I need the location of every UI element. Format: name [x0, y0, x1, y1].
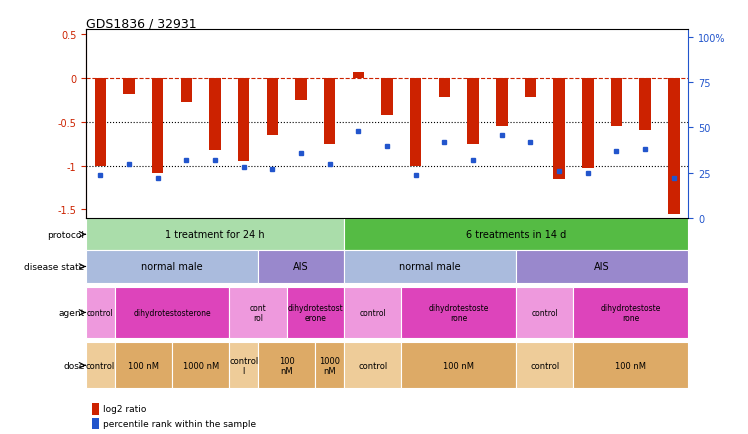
Bar: [344, 287, 402, 338]
Text: 100 nM: 100 nM: [616, 361, 646, 370]
Text: control: control: [86, 361, 115, 370]
Bar: [316, 342, 344, 388]
Bar: [554, 79, 565, 179]
Bar: [230, 287, 286, 338]
Bar: [123, 79, 135, 94]
Bar: [209, 79, 221, 151]
Bar: [92, 403, 99, 415]
Text: 1000
nM: 1000 nM: [319, 356, 340, 375]
Bar: [114, 342, 172, 388]
Bar: [610, 79, 622, 127]
Text: AIS: AIS: [293, 262, 309, 272]
Text: control: control: [531, 308, 558, 317]
Bar: [402, 342, 516, 388]
Text: control: control: [530, 361, 560, 370]
Bar: [295, 79, 307, 100]
Bar: [86, 342, 114, 388]
Text: 1 treatment for 24 h: 1 treatment for 24 h: [165, 230, 265, 240]
Bar: [152, 79, 163, 173]
Text: cont
rol: cont rol: [250, 303, 266, 322]
Bar: [324, 79, 336, 144]
Bar: [516, 287, 574, 338]
Bar: [114, 287, 230, 338]
Text: normal male: normal male: [141, 262, 203, 272]
Bar: [86, 287, 114, 338]
Bar: [230, 342, 258, 388]
Bar: [258, 251, 344, 283]
Bar: [353, 72, 364, 79]
Bar: [640, 79, 651, 131]
Bar: [172, 342, 230, 388]
Bar: [574, 287, 688, 338]
Text: 100
nM: 100 nM: [279, 356, 295, 375]
Bar: [86, 251, 258, 283]
Text: GDS1836 / 32931: GDS1836 / 32931: [86, 17, 197, 30]
Text: dihydrotestost
erone: dihydrotestost erone: [287, 303, 343, 322]
Bar: [94, 79, 106, 166]
Bar: [258, 342, 316, 388]
Bar: [468, 79, 479, 144]
Bar: [525, 79, 536, 98]
Bar: [92, 418, 99, 429]
Bar: [516, 251, 688, 283]
Bar: [344, 342, 402, 388]
Bar: [496, 79, 508, 127]
Bar: [181, 79, 192, 103]
Bar: [516, 342, 574, 388]
Text: normal male: normal male: [399, 262, 461, 272]
Bar: [410, 79, 422, 167]
Text: control: control: [359, 308, 386, 317]
Text: 1000 nM: 1000 nM: [183, 361, 219, 370]
Bar: [582, 79, 594, 169]
Bar: [86, 219, 344, 251]
Text: AIS: AIS: [595, 262, 610, 272]
Text: control: control: [87, 308, 114, 317]
Text: dihydrotestoste
rone: dihydrotestoste rone: [429, 303, 489, 322]
Text: dihydrotestoste
rone: dihydrotestoste rone: [601, 303, 661, 322]
Text: dihydrotestosterone: dihydrotestosterone: [133, 308, 211, 317]
Bar: [668, 79, 680, 214]
Text: 100 nM: 100 nM: [128, 361, 159, 370]
Bar: [438, 79, 450, 98]
Text: 6 treatments in 14 d: 6 treatments in 14 d: [466, 230, 566, 240]
Text: protocol: protocol: [48, 230, 85, 239]
Bar: [267, 79, 278, 135]
Text: disease state: disease state: [25, 263, 85, 271]
Bar: [402, 287, 516, 338]
Bar: [574, 342, 688, 388]
Text: agent: agent: [58, 308, 85, 317]
Text: percentile rank within the sample: percentile rank within the sample: [103, 419, 257, 428]
Text: 100 nM: 100 nM: [444, 361, 474, 370]
Bar: [238, 79, 250, 162]
Bar: [344, 219, 688, 251]
Text: log2 ratio: log2 ratio: [103, 404, 147, 414]
Bar: [286, 287, 344, 338]
Bar: [381, 79, 393, 116]
Text: control: control: [358, 361, 387, 370]
Text: dose: dose: [63, 361, 85, 370]
Text: control
l: control l: [229, 356, 258, 375]
Bar: [344, 251, 516, 283]
